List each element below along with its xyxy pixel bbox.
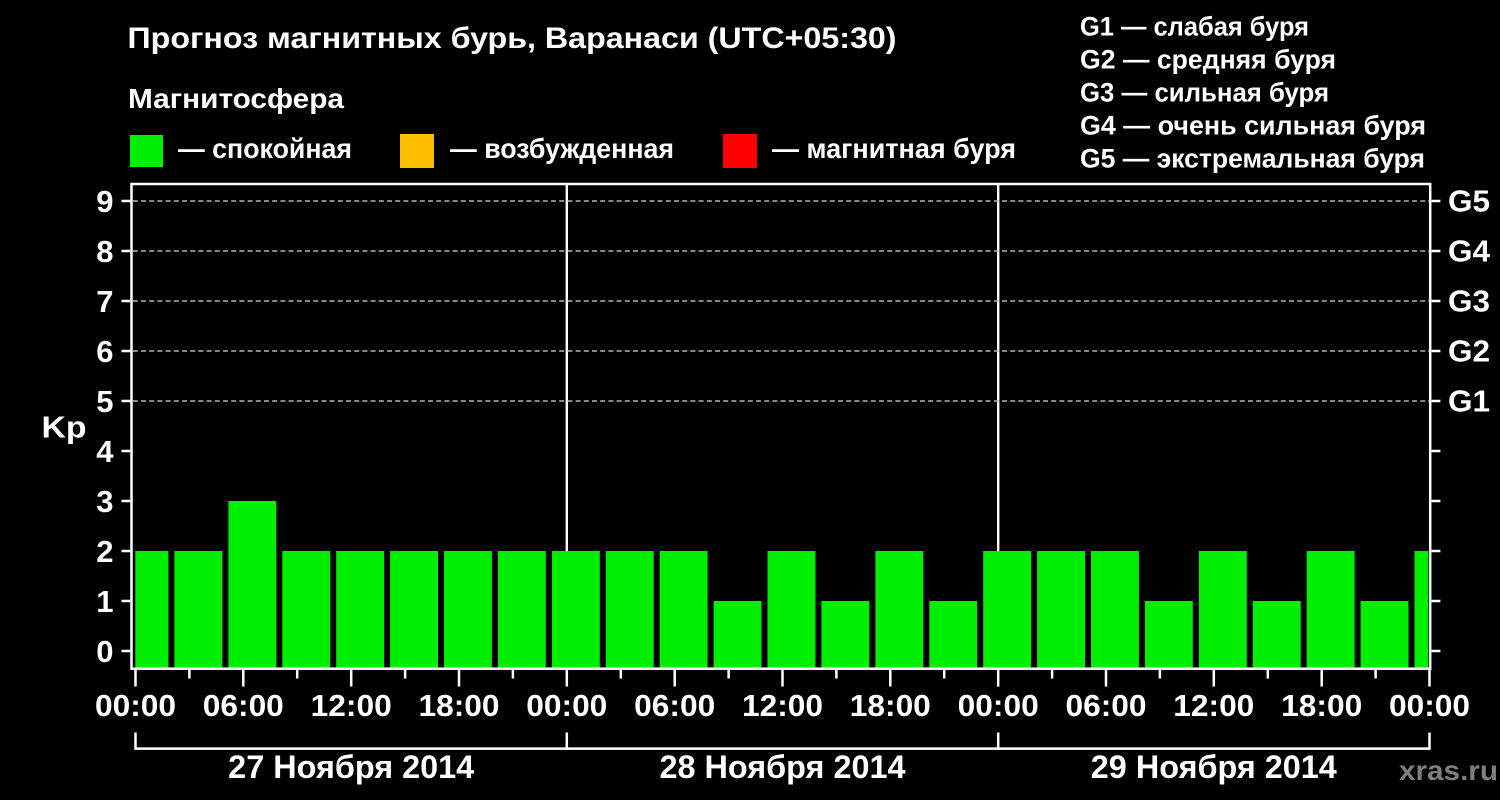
svg-text:4: 4 (96, 434, 114, 469)
svg-text:Kp: Kp (42, 410, 87, 445)
svg-text:00:00: 00:00 (958, 688, 1039, 723)
svg-text:7: 7 (96, 284, 113, 319)
svg-text:27 Ноября 2014: 27 Ноября 2014 (228, 749, 474, 785)
svg-text:12:00: 12:00 (1173, 688, 1254, 723)
svg-text:xras.ru: xras.ru (1399, 755, 1498, 786)
svg-text:8: 8 (96, 234, 113, 269)
svg-text:G5: G5 (1448, 184, 1490, 219)
svg-text:6: 6 (96, 334, 113, 369)
svg-text:29 Ноября 2014: 29 Ноября 2014 (1091, 749, 1337, 785)
svg-text:1: 1 (96, 584, 113, 619)
svg-text:G2: G2 (1448, 334, 1490, 369)
svg-text:5: 5 (96, 384, 113, 419)
svg-text:2: 2 (96, 534, 113, 569)
svg-text:— спокойная: — спокойная (178, 133, 352, 164)
svg-text:00:00: 00:00 (526, 688, 607, 723)
svg-text:18:00: 18:00 (419, 688, 500, 723)
svg-text:06:00: 06:00 (1066, 688, 1147, 723)
svg-text:G1: G1 (1448, 384, 1490, 419)
svg-text:G5 — экстремальная буря: G5 — экстремальная буря (1080, 144, 1425, 174)
svg-text:06:00: 06:00 (634, 688, 715, 723)
svg-text:18:00: 18:00 (1281, 688, 1362, 723)
svg-text:Магнитосфера: Магнитосфера (128, 83, 344, 114)
svg-text:12:00: 12:00 (742, 688, 823, 723)
svg-text:— возбужденная: — возбужденная (450, 133, 674, 164)
svg-text:18:00: 18:00 (850, 688, 931, 723)
svg-text:G1 — слабая буря: G1 — слабая буря (1080, 12, 1309, 42)
svg-text:28 Ноября 2014: 28 Ноября 2014 (660, 749, 906, 785)
svg-text:G2 — средняя буря: G2 — средняя буря (1080, 45, 1336, 75)
svg-text:9: 9 (96, 184, 113, 219)
svg-text:12:00: 12:00 (311, 688, 392, 723)
svg-text:— магнитная буря: — магнитная буря (772, 133, 1016, 164)
svg-text:00:00: 00:00 (1389, 688, 1470, 723)
svg-text:G4: G4 (1448, 234, 1491, 269)
svg-text:06:00: 06:00 (203, 688, 284, 723)
svg-text:00:00: 00:00 (95, 688, 176, 723)
svg-text:Прогноз магнитных бурь, Варана: Прогноз магнитных бурь, Варанаси (UTC+05… (128, 22, 897, 55)
svg-text:G3 — сильная буря: G3 — сильная буря (1080, 78, 1329, 108)
svg-text:0: 0 (96, 634, 113, 669)
svg-text:G4 — очень сильная буря: G4 — очень сильная буря (1080, 111, 1426, 141)
svg-text:3: 3 (96, 484, 113, 519)
svg-text:G3: G3 (1448, 284, 1490, 319)
